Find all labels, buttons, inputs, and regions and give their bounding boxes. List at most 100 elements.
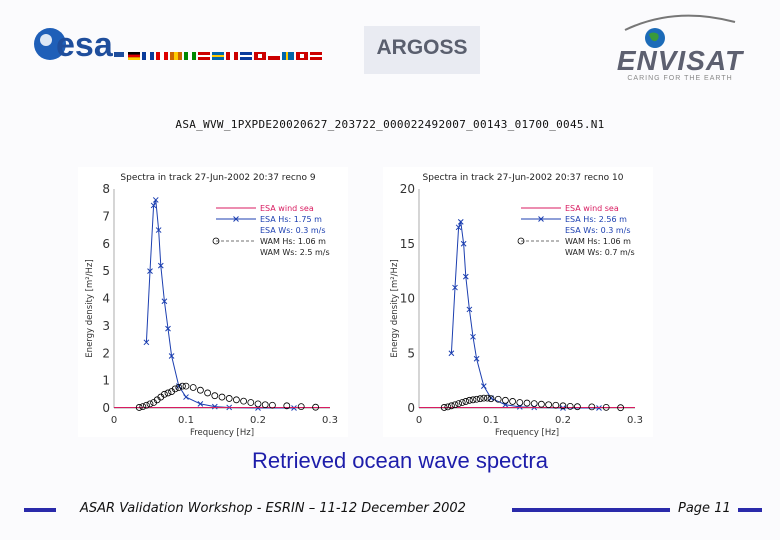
x-tick-label: 0 bbox=[111, 415, 117, 426]
envisat-logo-text: ENVISAT bbox=[617, 45, 745, 76]
legend-entry: ESA wind sea bbox=[521, 204, 619, 213]
esa-point bbox=[150, 202, 157, 209]
wam-point bbox=[240, 397, 248, 405]
wam-point bbox=[552, 401, 560, 409]
y-tick-label: 5 bbox=[102, 264, 110, 278]
argoss-logo-text: ARGOSS bbox=[376, 36, 467, 59]
esa-point bbox=[480, 383, 487, 389]
wam-point bbox=[232, 396, 240, 404]
footer-bar-right bbox=[738, 508, 762, 512]
esa-point bbox=[452, 284, 458, 291]
esa-point bbox=[157, 262, 164, 269]
y-tick-label: 15 bbox=[400, 237, 415, 251]
wam-point bbox=[135, 404, 143, 411]
legend-label: ESA Ws: 0.3 m/s bbox=[565, 226, 631, 235]
wam-point bbox=[573, 403, 581, 411]
wam-point bbox=[480, 394, 488, 402]
wam-point bbox=[247, 399, 255, 406]
wam-point bbox=[175, 384, 183, 391]
spectrum-chart-recno-9-svg: Spectra in track 27-Jun-2002 20:37 recno… bbox=[85, 173, 338, 437]
legend-entry: WAM Hs: 1.06 m bbox=[212, 237, 326, 246]
spectrum-chart-recno-10-svg: Spectra in track 27-Jun-2002 20:37 recno… bbox=[390, 173, 643, 437]
legend-label: WAM Ws: 2.5 m/s bbox=[260, 248, 330, 257]
slide-subtitle: Retrieved ocean wave spectra bbox=[252, 448, 548, 473]
legend-label: WAM Hs: 1.06 m bbox=[565, 237, 631, 246]
wam-point bbox=[139, 403, 147, 411]
chart-title: Spectra in track 27-Jun-2002 20:37 recno… bbox=[120, 173, 315, 183]
legend-entry: ESA Ws: 0.3 m/s bbox=[260, 226, 326, 235]
wam-point bbox=[559, 402, 567, 410]
esa-point bbox=[183, 394, 189, 400]
flags-strip bbox=[128, 52, 322, 60]
esa-point bbox=[457, 218, 464, 225]
esa-point bbox=[147, 268, 153, 274]
legend-label: WAM Ws: 0.7 m/s bbox=[565, 248, 635, 257]
wam-point bbox=[462, 398, 470, 405]
wam-point bbox=[537, 400, 545, 408]
legend-label: ESA wind sea bbox=[565, 204, 619, 213]
envisat-logo: ENVISAT CARING FOR THE EARTH bbox=[585, 10, 775, 82]
legend-entry: WAM Hs: 1.06 m bbox=[517, 237, 631, 246]
legend-entry: WAM Ws: 2.5 m/s bbox=[260, 248, 330, 257]
y-tick-label: 4 bbox=[102, 292, 110, 306]
esa-point bbox=[448, 350, 455, 357]
esa-point bbox=[143, 339, 150, 346]
wam-point bbox=[458, 399, 466, 406]
esa-point bbox=[152, 197, 159, 203]
wam-point bbox=[254, 400, 262, 408]
wam-point bbox=[225, 395, 233, 402]
x-tick-label: 0.2 bbox=[250, 415, 266, 426]
legend-label: ESA Hs: 1.75 m bbox=[260, 215, 322, 224]
wam-point bbox=[451, 401, 459, 409]
spectrum-chart-recno-9: Spectra in track 27-Jun-2002 20:37 recno… bbox=[78, 167, 348, 437]
legend-entry: ESA wind sea bbox=[216, 204, 314, 213]
y-axis-label: Energy density [m²/Hz] bbox=[390, 259, 400, 357]
wam-point bbox=[455, 400, 462, 408]
y-tick-label: 1 bbox=[102, 374, 110, 388]
wam-point bbox=[509, 398, 517, 405]
legend-esa-marker bbox=[538, 216, 544, 222]
wam-point bbox=[204, 389, 212, 397]
wam-point bbox=[530, 400, 538, 408]
x-tick-label: 0.3 bbox=[627, 415, 643, 426]
legend-entry: ESA Hs: 1.75 m bbox=[216, 215, 322, 224]
wam-point bbox=[211, 392, 219, 400]
wam-point bbox=[164, 389, 172, 397]
esa-point bbox=[155, 227, 162, 233]
legend-label: ESA wind sea bbox=[260, 204, 314, 213]
wam-point bbox=[473, 395, 480, 403]
legend-entry: ESA Hs: 2.56 m bbox=[521, 215, 627, 224]
wam-point bbox=[502, 396, 509, 404]
esa-point bbox=[473, 355, 480, 362]
footer-bar-middle bbox=[512, 508, 670, 512]
y-axis-label: Energy density [m²/Hz] bbox=[85, 259, 95, 357]
legend-wam-marker bbox=[212, 237, 220, 245]
esa-point bbox=[455, 224, 462, 231]
wam-series bbox=[440, 394, 625, 412]
esa-point bbox=[462, 273, 469, 280]
wam-point bbox=[189, 384, 197, 391]
wam-point bbox=[297, 403, 305, 411]
wam-point bbox=[617, 404, 625, 412]
y-tick-label: 0 bbox=[407, 401, 415, 415]
esa-point bbox=[197, 401, 204, 407]
wam-point bbox=[182, 382, 190, 390]
product-filename: ASA_WVW_1PXPDE20020627_203722_0000224920… bbox=[175, 118, 605, 131]
wam-point bbox=[448, 402, 455, 410]
wam-point bbox=[218, 393, 226, 401]
x-tick-label: 0 bbox=[416, 415, 422, 426]
wam-point bbox=[161, 390, 168, 398]
esa-logo: esa bbox=[30, 18, 330, 78]
esa-point bbox=[460, 240, 467, 247]
legend-esa-marker bbox=[233, 216, 239, 222]
esa-logo-text: esa bbox=[56, 26, 114, 64]
y-tick-label: 20 bbox=[400, 182, 415, 196]
legend-wam-marker bbox=[517, 237, 525, 245]
wam-series bbox=[135, 382, 320, 411]
chart-title: Spectra in track 27-Jun-2002 20:37 recno… bbox=[423, 173, 624, 183]
esa-point bbox=[466, 306, 473, 313]
wam-point bbox=[440, 404, 448, 411]
x-tick-label: 0.1 bbox=[178, 415, 194, 426]
x-axis-label: Frequency [Hz] bbox=[495, 428, 559, 437]
x-tick-label: 0.2 bbox=[555, 415, 571, 426]
